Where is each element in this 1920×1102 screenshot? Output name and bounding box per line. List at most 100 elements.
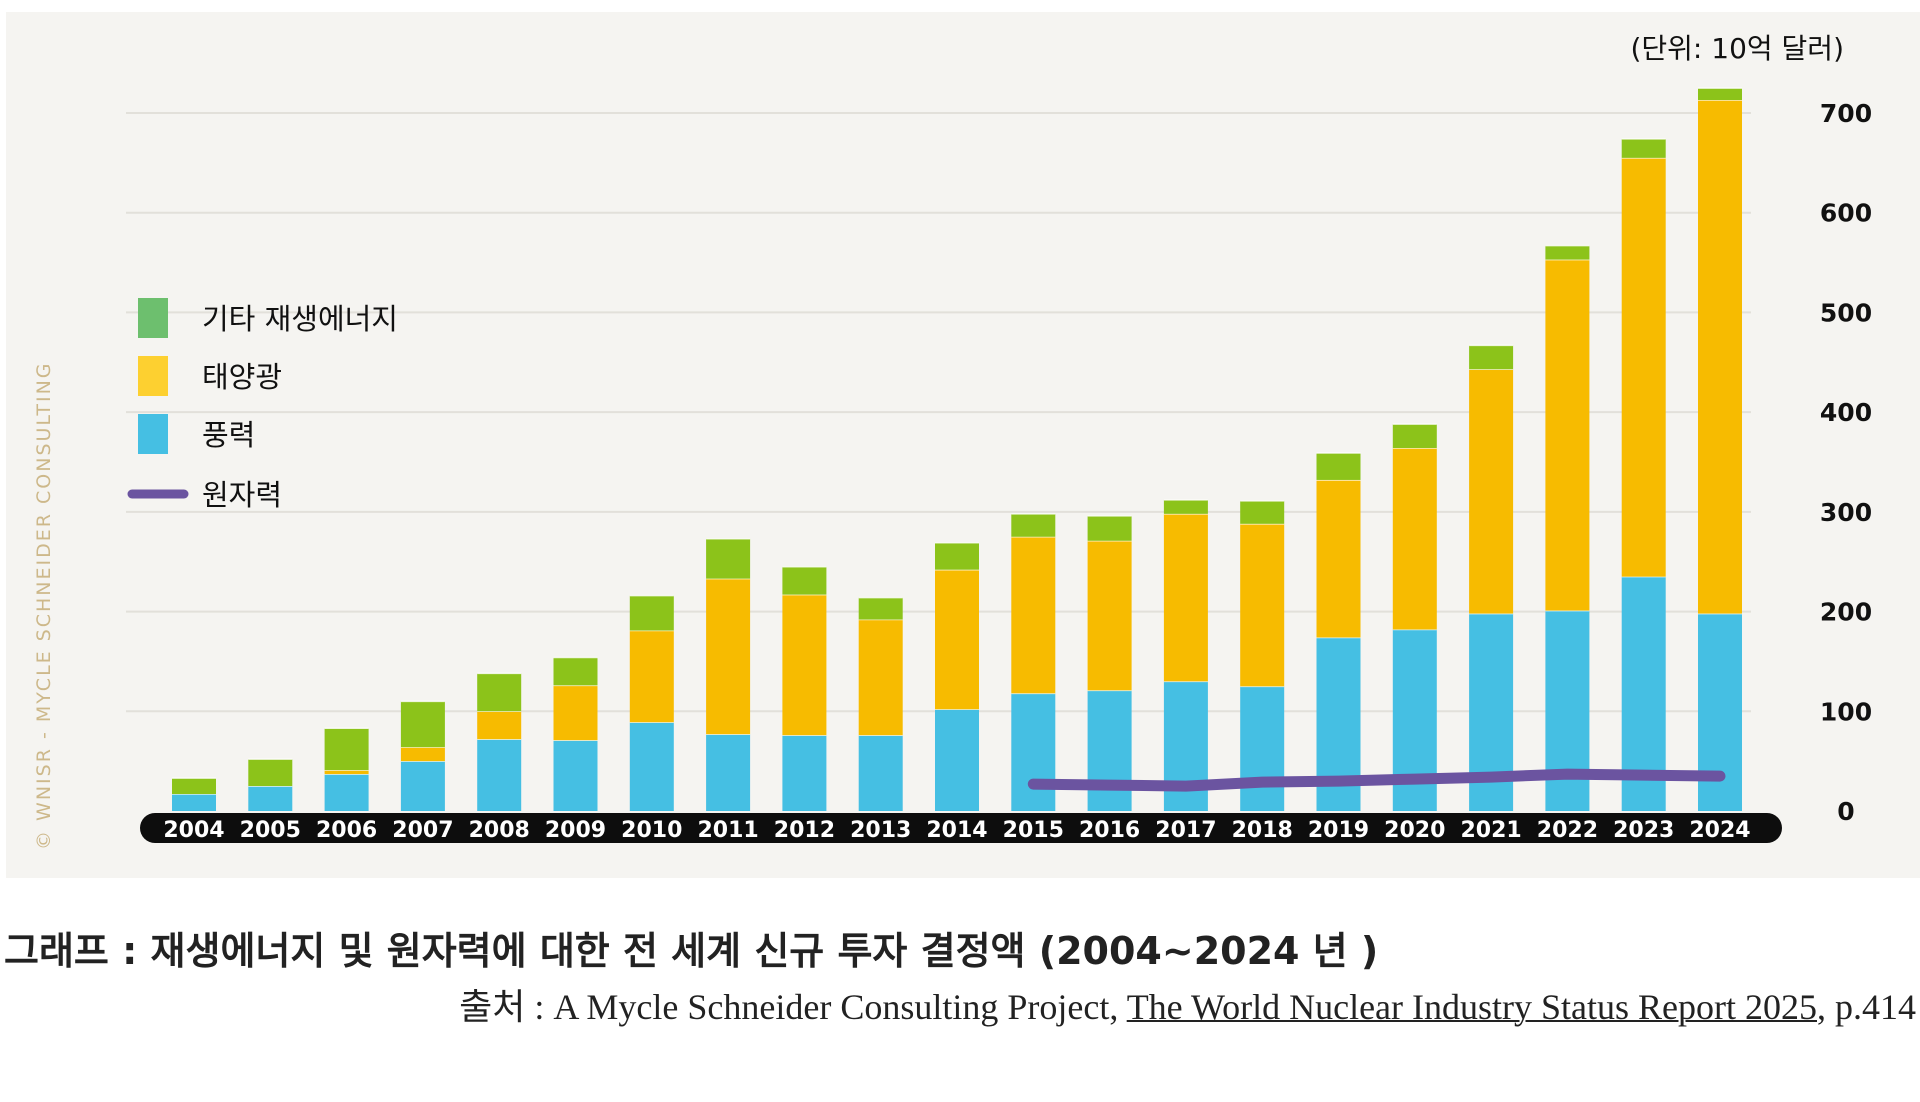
- bar-segment: [935, 542, 979, 570]
- y-tick-label: 500: [1820, 298, 1872, 327]
- x-tick-label: 2022: [1537, 818, 1598, 843]
- y-tick-label: 100: [1820, 697, 1872, 726]
- legend-label: 원자력: [202, 478, 282, 512]
- bar-segment: [1392, 448, 1437, 630]
- x-tick-label: 2011: [697, 818, 758, 843]
- bar-segment: [324, 774, 369, 811]
- bar-segment: [324, 728, 369, 771]
- x-tick-label: 2004: [163, 818, 224, 843]
- legend-swatch: [138, 298, 168, 338]
- x-tick-label: 2010: [621, 818, 682, 843]
- x-tick-label: 2016: [1079, 818, 1140, 843]
- source-suffix: , p.414: [1817, 987, 1916, 1027]
- y-tick-label: 700: [1820, 99, 1872, 128]
- bar-segment: [782, 735, 827, 811]
- y-tick-label: 300: [1820, 498, 1872, 527]
- bar-segment: [1469, 345, 1514, 370]
- bar-segment: [1163, 499, 1208, 514]
- bar-segment: [1011, 693, 1056, 811]
- bar-segment: [1011, 513, 1056, 537]
- bar-segment: [1469, 369, 1514, 614]
- bar-segment: [1087, 540, 1132, 691]
- bar-segment: [1698, 88, 1742, 101]
- stacked-bar-chart: 2004 2005 2006 2007 2008 2009 2010 2011 2012 2013…: [33, 32, 1872, 850]
- bar-segment: [782, 594, 827, 736]
- x-tick-label: 2012: [774, 818, 835, 843]
- y-tick-label: 0: [1837, 797, 1854, 826]
- legend-swatch: [138, 414, 168, 454]
- bar-segment: [782, 566, 827, 595]
- bar-segment: [1545, 610, 1590, 811]
- bar-segment: [1545, 259, 1590, 611]
- caption-title: 그래프 : 재생에너지 및 원자력에 대한 전 세계 신규 투자 결정액 (20…: [4, 929, 1379, 973]
- caption-source: 출처 : A Mycle Schneider Consulting Projec…: [459, 978, 1916, 1030]
- x-tick-label: 2009: [545, 818, 606, 843]
- bar-segment: [1316, 479, 1361, 638]
- x-tick-label: 2021: [1460, 818, 1521, 843]
- bar-segment: [400, 701, 445, 748]
- y-tick-label: 400: [1820, 398, 1872, 427]
- nuclear-line: [1027, 768, 1726, 792]
- legend-label: 풍력: [202, 418, 255, 452]
- bar-segment: [629, 722, 674, 811]
- bar-segment: [1240, 500, 1285, 524]
- y-tick-label: 600: [1820, 199, 1872, 228]
- source-title: The World Nuclear Industry Status Report…: [1126, 987, 1817, 1027]
- bar-segment: [400, 761, 445, 811]
- bar-segment: [858, 735, 903, 811]
- bar-segment: [1621, 138, 1666, 158]
- x-tick-label: 2015: [1003, 818, 1064, 843]
- x-tick-label: 2017: [1155, 818, 1216, 843]
- x-tick-label: 2020: [1384, 818, 1445, 843]
- bar-segment: [1240, 523, 1285, 687]
- bar-segment: [248, 786, 293, 811]
- bar-segment: [477, 739, 522, 811]
- bar-segment: [1087, 690, 1132, 811]
- x-tick-label: 2008: [469, 818, 530, 843]
- x-tick-label: 2019: [1308, 818, 1369, 843]
- unit-label: (단위: 10억 달러): [1630, 32, 1844, 65]
- legend-label: 태양광: [202, 360, 282, 394]
- source-prefix: 출처 : A Mycle Schneider Consulting Projec…: [459, 987, 1127, 1027]
- x-tick-label: 2023: [1613, 818, 1674, 843]
- bar-segment: [935, 569, 979, 710]
- legend-label: 기타 재생에너지: [202, 302, 398, 336]
- bar-segment: [172, 778, 216, 795]
- bar-segment: [1316, 453, 1361, 480]
- bar-segment: [706, 538, 751, 579]
- x-tick-label: 2005: [240, 818, 301, 843]
- bar-segment: [1392, 424, 1437, 449]
- bar-segment: [324, 770, 369, 775]
- bar-segment: [706, 578, 751, 735]
- bar-segment: [1545, 245, 1590, 260]
- x-tick-label: 2024: [1689, 818, 1750, 843]
- bar-segment: [858, 597, 903, 620]
- x-axis-band: [140, 813, 1782, 843]
- bar-segment: [1621, 157, 1666, 577]
- bar-segment: [1011, 536, 1056, 694]
- bar-segment: [1087, 515, 1132, 541]
- bar-segment: [706, 734, 751, 811]
- bar-segment: [858, 619, 903, 736]
- bar-segment: [248, 759, 293, 787]
- watermark-text: © WNISR - MYCLE SCHNEIDER CONSULTING: [33, 361, 55, 850]
- bar-segment: [1698, 100, 1742, 614]
- x-tick-label: 2007: [392, 818, 453, 843]
- bar-segment: [477, 673, 522, 712]
- x-tick-label: 2006: [316, 818, 377, 843]
- x-tick-label: 2013: [850, 818, 911, 843]
- x-tick-label: 2018: [1232, 818, 1293, 843]
- bar-segment: [553, 657, 598, 686]
- bar-segment: [629, 630, 674, 723]
- bar-segment: [1240, 686, 1285, 811]
- legend-swatch: [138, 356, 168, 396]
- bar-segment: [477, 711, 522, 740]
- y-tick-label: 200: [1820, 598, 1872, 627]
- bar-segment: [400, 747, 445, 762]
- bar-segment: [629, 595, 674, 631]
- bar-segment: [553, 685, 598, 741]
- bar-segment: [935, 709, 979, 811]
- bar-segment: [553, 740, 598, 811]
- chart-panel: 2004 2005 2006 2007 2008 2009 2010 2011 2012 2013…: [6, 12, 1920, 878]
- bar-segment: [172, 794, 216, 811]
